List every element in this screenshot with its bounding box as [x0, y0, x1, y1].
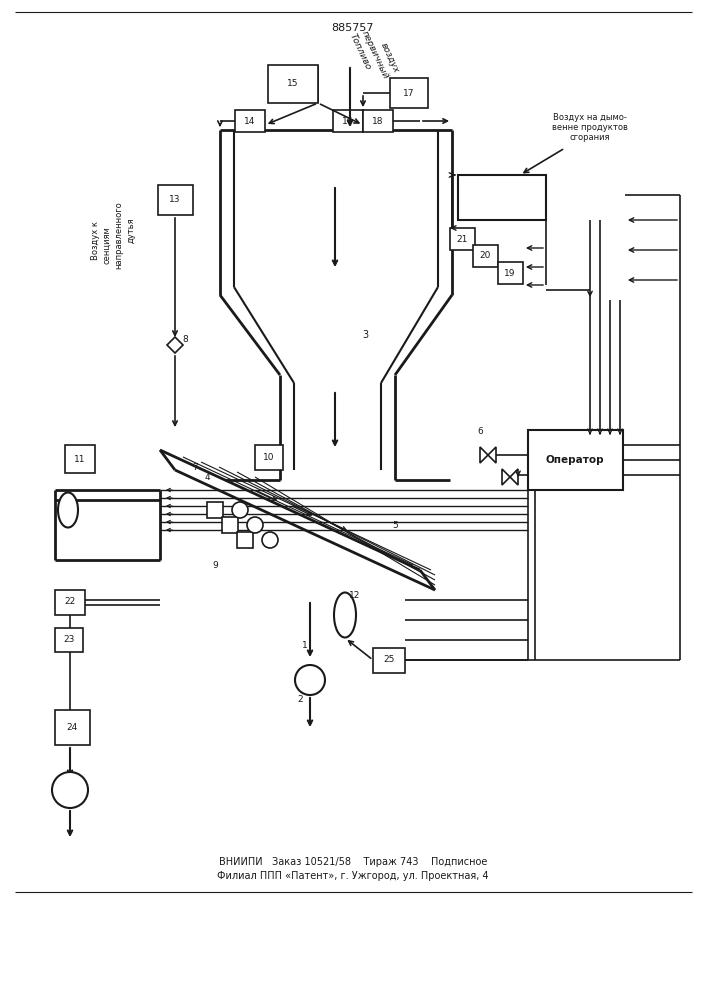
- Text: 20: 20: [479, 251, 491, 260]
- Polygon shape: [480, 447, 488, 463]
- Bar: [498, 262, 523, 284]
- Bar: [207, 502, 223, 518]
- Text: 21: 21: [456, 234, 468, 243]
- Text: сенциям: сенциям: [103, 226, 112, 264]
- Text: воздух: воздух: [379, 41, 401, 75]
- Text: дутья: дутья: [127, 217, 136, 243]
- Text: 885757: 885757: [332, 23, 374, 33]
- Text: Оператор: Оператор: [546, 455, 604, 465]
- Polygon shape: [167, 337, 183, 353]
- Bar: [55, 628, 83, 652]
- Text: Воздух на дымо-: Воздух на дымо-: [553, 113, 627, 122]
- Text: 12: 12: [349, 590, 361, 599]
- Text: 15: 15: [287, 80, 299, 89]
- Polygon shape: [502, 469, 510, 485]
- Text: 2: 2: [297, 696, 303, 704]
- Circle shape: [295, 665, 325, 695]
- Bar: [235, 110, 265, 132]
- Circle shape: [52, 772, 88, 808]
- Bar: [528, 430, 623, 490]
- Bar: [255, 445, 283, 470]
- Text: 7: 7: [192, 464, 198, 473]
- Text: Воздух к: Воздух к: [90, 221, 100, 259]
- Circle shape: [232, 502, 248, 518]
- Text: 13: 13: [169, 196, 181, 205]
- Circle shape: [262, 532, 278, 548]
- Text: ВНИИПИ   Заказ 10521/58    Тираж 743    Подписное: ВНИИПИ Заказ 10521/58 Тираж 743 Подписно…: [218, 857, 487, 867]
- Bar: [363, 110, 393, 132]
- Bar: [473, 245, 498, 267]
- Text: венне продуктов: венне продуктов: [552, 123, 628, 132]
- Text: 18: 18: [373, 116, 384, 125]
- Text: Топливо: Топливо: [348, 32, 373, 72]
- Ellipse shape: [58, 492, 78, 528]
- Text: 14: 14: [245, 116, 256, 125]
- Bar: [373, 648, 405, 673]
- Text: 23: 23: [64, 636, 75, 645]
- Ellipse shape: [334, 592, 356, 638]
- Bar: [390, 78, 428, 108]
- Bar: [237, 532, 253, 548]
- Bar: [333, 110, 363, 132]
- Text: сгорания: сгорания: [570, 133, 610, 142]
- Bar: [55, 710, 90, 745]
- Polygon shape: [510, 469, 518, 485]
- Text: первичный: первичный: [360, 29, 390, 81]
- Circle shape: [247, 517, 263, 533]
- Text: 25: 25: [383, 656, 395, 664]
- Text: 9: 9: [212, 560, 218, 570]
- Bar: [55, 590, 85, 615]
- Text: Филиал ППП «Патент», г. Ужгород, ул. Проектная, 4: Филиал ППП «Патент», г. Ужгород, ул. Про…: [217, 871, 489, 881]
- Text: 6: 6: [477, 428, 483, 436]
- Text: 3: 3: [362, 330, 368, 340]
- Text: 5: 5: [392, 520, 398, 530]
- Text: 1: 1: [302, 641, 308, 650]
- Bar: [458, 175, 546, 220]
- Bar: [268, 65, 318, 103]
- Text: 11: 11: [74, 454, 86, 464]
- Text: 8: 8: [182, 336, 188, 344]
- Text: направленного: направленного: [115, 201, 124, 269]
- Text: 24: 24: [66, 722, 78, 732]
- Bar: [222, 517, 238, 533]
- Bar: [65, 445, 95, 473]
- Text: 10: 10: [263, 452, 275, 462]
- Text: 16: 16: [342, 116, 354, 125]
- Bar: [158, 185, 193, 215]
- Text: 17: 17: [403, 89, 415, 98]
- Text: 19: 19: [504, 268, 515, 277]
- Text: 22: 22: [64, 597, 76, 606]
- Polygon shape: [488, 447, 496, 463]
- Text: 4: 4: [204, 474, 210, 483]
- Bar: [450, 228, 475, 250]
